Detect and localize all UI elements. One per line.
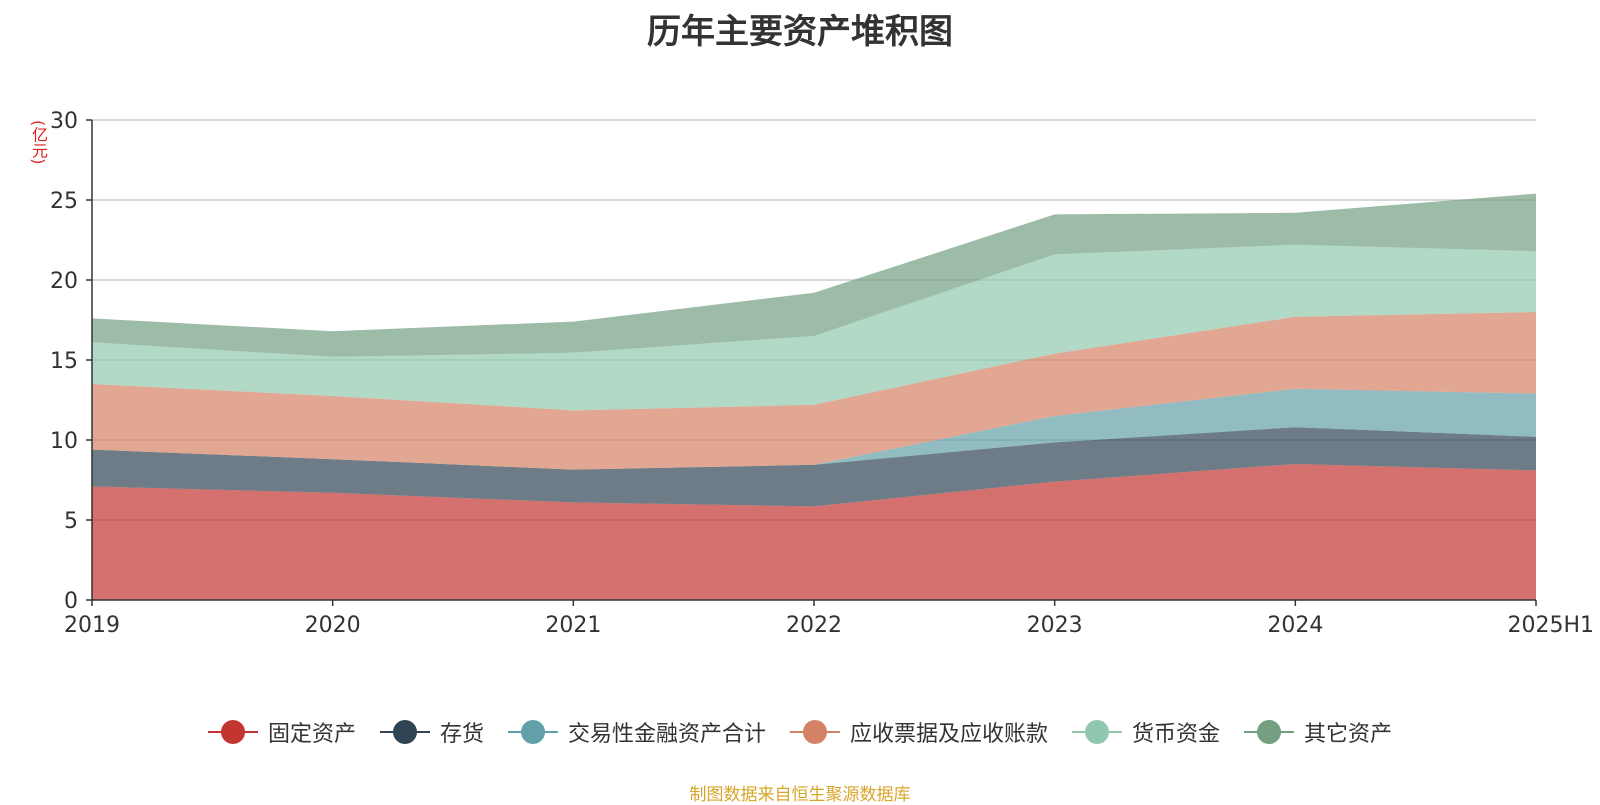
legend-label: 应收票据及应收账款 <box>850 722 1049 747</box>
area-series-5 <box>92 193 1536 357</box>
legend-marker-icon <box>1072 720 1123 744</box>
area-series-2 <box>92 388 1536 470</box>
y-tick-label-5: 25 <box>50 189 78 214</box>
y-tick-label-3: 15 <box>50 349 78 374</box>
x-tick-label-3: 2022 <box>786 613 842 638</box>
chart-title: 历年主要资产堆积图 <box>647 12 953 52</box>
legend-item-4[interactable]: 货币资金 <box>1072 716 1220 748</box>
y-tick-label-2: 10 <box>50 429 78 454</box>
legend-item-2[interactable]: 交易性金融资产合计 <box>507 716 766 748</box>
y-tick-label-1: 5 <box>64 509 78 534</box>
legend-marker-icon <box>207 720 258 744</box>
legend-label: 交易性金融资产合计 <box>567 722 766 747</box>
legend-marker-icon <box>790 720 840 744</box>
legend-marker-icon <box>1244 720 1295 744</box>
x-tick-label-5: 2024 <box>1267 613 1323 638</box>
legend-label: 货币资金 <box>1132 722 1221 747</box>
legend-label: 存货 <box>439 722 484 747</box>
legend-marker-icon <box>507 720 558 744</box>
legend-label: 固定资产 <box>267 722 356 747</box>
area-series-1 <box>92 427 1536 507</box>
x-tick-label-4: 2023 <box>1027 613 1083 638</box>
area-series-0 <box>92 464 1536 600</box>
y-tick-label-6: 30 <box>50 109 78 134</box>
legend-item-0[interactable]: 固定资产 <box>207 716 356 748</box>
area-series-3 <box>92 312 1536 470</box>
data-source-footer: 制图数据来自恒生聚源数据库 <box>689 785 911 805</box>
chart-legend: 固定资产 存货 交易性金融资产合计 应收票据及应收账款 货币资金 其它资产 <box>0 716 1600 748</box>
x-tick-label-1: 2020 <box>305 613 361 638</box>
legend-label: 其它资产 <box>1304 722 1393 747</box>
y-tick-label-0: 0 <box>64 589 78 614</box>
x-tick-label-2: 2021 <box>545 613 601 638</box>
legend-item-1[interactable]: 存货 <box>379 716 484 748</box>
legend-item-5[interactable]: 其它资产 <box>1244 716 1392 748</box>
stacked-area-chart: 0 5 10 15 20 25 30 2019 2020 2021 2022 2023 2024 2025… <box>50 109 1594 638</box>
legend-item-3[interactable]: 应收票据及应收账款 <box>790 716 1048 748</box>
x-tick-label-6: 2025H1 <box>1507 613 1594 638</box>
y-tick-label-4: 20 <box>50 269 78 294</box>
legend-marker-icon <box>379 720 430 744</box>
y-axis-unit-label: (亿元) <box>29 120 48 165</box>
area-series-4 <box>92 244 1536 411</box>
x-tick-label-0: 2019 <box>64 613 120 638</box>
